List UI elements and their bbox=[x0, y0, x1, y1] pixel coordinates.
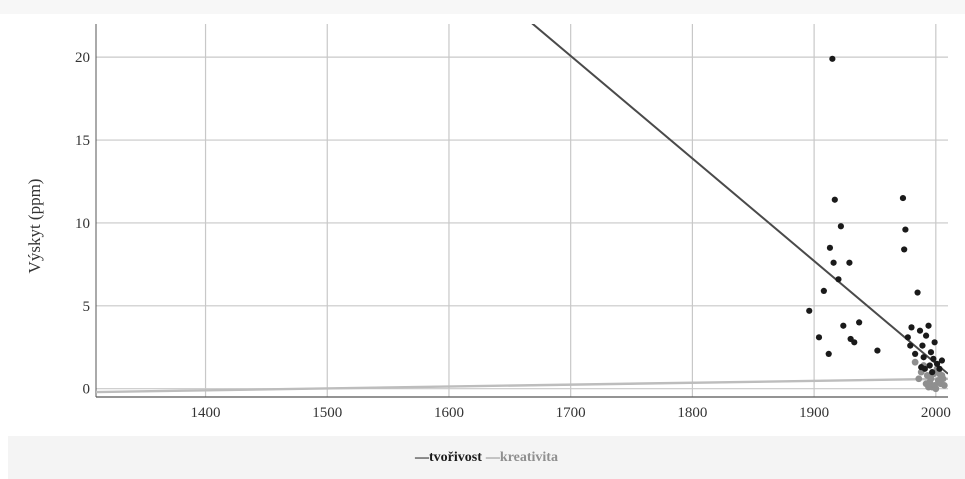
legend-dash-tvorivost: — bbox=[415, 449, 430, 465]
y-tick-label: 5 bbox=[83, 299, 91, 315]
plot-area bbox=[96, 24, 948, 397]
data-point-tvorivost bbox=[835, 276, 842, 283]
data-point-tvorivost bbox=[921, 365, 928, 372]
data-point-tvorivost bbox=[904, 334, 911, 341]
data-point-tvorivost bbox=[926, 362, 933, 369]
trend-line-tvorivost bbox=[531, 24, 948, 375]
data-point-tvorivost bbox=[916, 327, 924, 334]
data-point-tvorivost bbox=[922, 332, 930, 339]
x-tick-label: 1500 bbox=[312, 405, 342, 421]
legend-entry-kreativita: —kreativita bbox=[486, 450, 558, 466]
legend-dash-kreativita: — bbox=[485, 449, 500, 465]
data-point-tvorivost bbox=[933, 360, 941, 367]
data-points bbox=[806, 55, 948, 393]
top-strip bbox=[0, 0, 965, 14]
x-tick-label: 1900 bbox=[799, 405, 829, 421]
data-point-tvorivost bbox=[927, 349, 935, 356]
y-tick-label: 10 bbox=[75, 216, 90, 232]
data-point-tvorivost bbox=[826, 244, 834, 251]
legend-label-tvorivost: tvořivost bbox=[429, 449, 482, 465]
y-axis-label: Výskyt (ppm) bbox=[25, 179, 44, 274]
data-point-tvorivost bbox=[907, 342, 914, 349]
scatter-chart: 1400 1500 1600 1700 1800 1900 2000 0 5 10 15 20 Výs… bbox=[25, 24, 951, 421]
data-point-tvorivost bbox=[830, 259, 837, 266]
legend-entry-tvorivost: —tvořivost bbox=[415, 450, 482, 466]
data-point-kreativita bbox=[932, 385, 940, 393]
x-tick-label: 1700 bbox=[556, 405, 586, 421]
data-point-tvorivost bbox=[837, 223, 844, 230]
data-point-tvorivost bbox=[902, 226, 909, 233]
y-tick-label: 0 bbox=[83, 382, 91, 398]
data-point-tvorivost bbox=[901, 246, 908, 253]
y-tick-label: 15 bbox=[75, 133, 90, 149]
data-point-tvorivost bbox=[831, 196, 838, 203]
x-tick-label: 1400 bbox=[191, 405, 221, 421]
data-point-tvorivost bbox=[829, 55, 836, 62]
trend-lines bbox=[96, 24, 948, 394]
data-point-kreativita bbox=[915, 375, 923, 383]
trend-line-kreativita bbox=[96, 377, 948, 394]
legend: —tvořivost —kreativita bbox=[8, 436, 965, 479]
data-point-tvorivost bbox=[914, 289, 921, 296]
data-point-tvorivost bbox=[851, 339, 858, 346]
data-point-tvorivost bbox=[938, 357, 946, 364]
x-tick-label: 2000 bbox=[921, 405, 951, 421]
data-point-tvorivost bbox=[899, 194, 907, 202]
axes bbox=[95, 24, 948, 398]
data-point-tvorivost bbox=[908, 324, 915, 331]
data-point-tvorivost bbox=[820, 287, 827, 295]
data-point-kreativita bbox=[939, 375, 947, 383]
grid bbox=[96, 24, 948, 397]
data-point-tvorivost bbox=[936, 365, 943, 372]
data-point-tvorivost bbox=[930, 355, 937, 362]
data-point-tvorivost bbox=[840, 322, 847, 329]
data-point-tvorivost bbox=[856, 319, 863, 326]
data-point-tvorivost bbox=[919, 342, 926, 349]
data-point-tvorivost bbox=[874, 347, 881, 354]
legend-label-kreativita: kreativita bbox=[499, 449, 558, 465]
data-point-tvorivost bbox=[920, 354, 927, 361]
data-point-tvorivost bbox=[929, 369, 936, 376]
data-point-tvorivost bbox=[815, 334, 823, 341]
data-point-kreativita bbox=[940, 381, 948, 389]
y-tick-label: 20 bbox=[75, 50, 90, 66]
x-tick-label: 1600 bbox=[434, 405, 464, 421]
data-point-tvorivost bbox=[931, 339, 938, 346]
data-point-kreativita bbox=[911, 358, 919, 366]
x-tick-label: 1800 bbox=[677, 405, 707, 421]
data-point-tvorivost bbox=[846, 259, 853, 266]
data-point-tvorivost bbox=[912, 350, 919, 357]
data-point-tvorivost bbox=[806, 307, 813, 314]
data-point-tvorivost bbox=[925, 322, 932, 329]
tick-labels: 1400 1500 1600 1700 1800 1900 2000 0 5 10 15 20 bbox=[75, 50, 951, 421]
data-point-tvorivost bbox=[825, 350, 832, 357]
